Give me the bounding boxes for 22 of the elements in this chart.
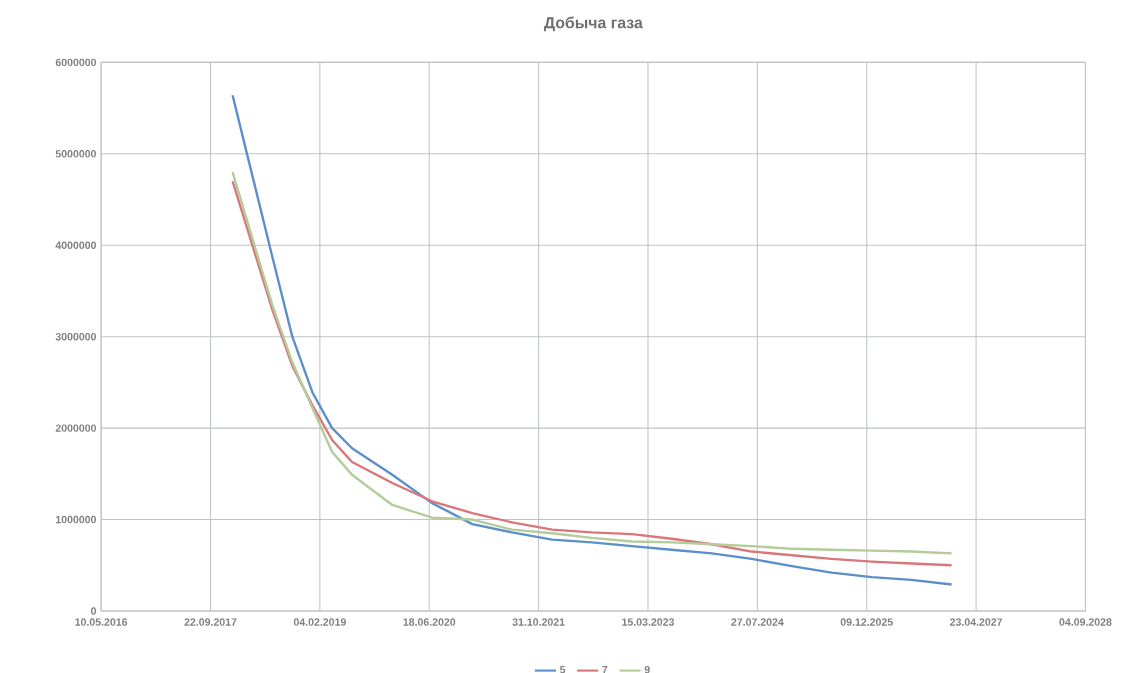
line-series <box>231 93 953 586</box>
legend-label: 5 <box>559 665 566 673</box>
y-tick-label: 0 <box>91 607 97 615</box>
y-tick-label: 1000000 <box>56 515 97 524</box>
legend-label: 7 <box>602 665 608 673</box>
chart-title: Добыча газа <box>543 16 643 32</box>
x-tick-label: 27.07.2024 <box>731 618 784 626</box>
x-tick-label: 23.04.2027 <box>950 618 1003 626</box>
y-tick-label: 4000000 <box>55 241 97 249</box>
x-tick-label: 04.09.2028 <box>1059 618 1112 626</box>
y-tick-label: 3000000 <box>55 332 97 341</box>
x-tick-label: 09.12.2025 <box>840 618 893 626</box>
x-tick-label: 18.06.2020 <box>403 618 456 626</box>
y-tick-label: 5000000 <box>55 149 97 158</box>
y-tick-label: 6000000 <box>55 58 97 66</box>
y-tick-label: 2000000 <box>55 424 97 432</box>
x-tick-label: 31.10.2021 <box>512 618 565 626</box>
x-tick-label: 10.05.2016 <box>75 618 128 626</box>
x-tick-label: 15.03.2023 <box>622 618 675 626</box>
x-tick-label: 22.09.2017 <box>184 618 237 626</box>
x-tick-label: 04.02.2019 <box>293 618 346 626</box>
legend-label: 9 <box>644 665 650 673</box>
